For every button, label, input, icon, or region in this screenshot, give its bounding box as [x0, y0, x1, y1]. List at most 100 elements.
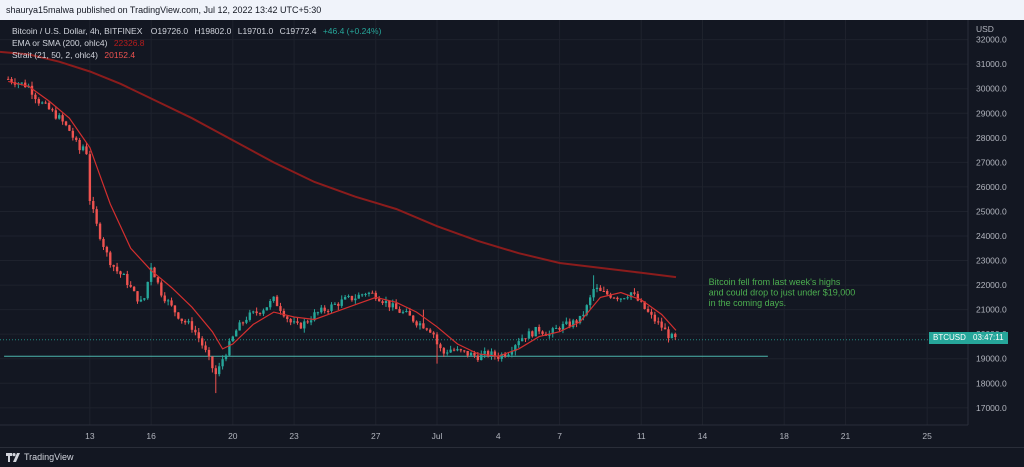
- candle-body: [146, 281, 149, 299]
- annotation-text-line: in the coming days.: [709, 298, 787, 308]
- candle-body: [571, 320, 575, 327]
- candle-body: [554, 327, 558, 329]
- candle-body: [37, 99, 40, 104]
- candle-body: [129, 285, 132, 287]
- y-tick-label: 17000.0: [976, 403, 1007, 413]
- y-tick-label: 26000.0: [976, 182, 1007, 192]
- candle-body: [439, 344, 442, 349]
- candle-body: [575, 320, 578, 324]
- candle-body: [337, 303, 340, 306]
- candle-body: [292, 321, 296, 323]
- candle-body: [255, 311, 258, 314]
- candle-body: [653, 314, 657, 322]
- candle-body: [486, 350, 490, 356]
- candle-body: [132, 286, 136, 292]
- y-tick-label: 25000.0: [976, 206, 1007, 216]
- legend-strait-row[interactable]: Strait (21, 50, 2, ohlc4) 20152.4: [12, 50, 135, 60]
- y-tick-label: 31000.0: [976, 59, 1007, 69]
- candle-body: [173, 305, 177, 313]
- candle-body: [541, 331, 544, 334]
- candle-body: [238, 322, 241, 331]
- candle-body: [183, 320, 187, 323]
- candle-body: [258, 313, 262, 315]
- y-tick-label: 19000.0: [976, 354, 1007, 364]
- price-chart[interactable]: 17000.018000.019000.020000.021000.022000…: [0, 20, 1024, 447]
- candle-body: [626, 297, 629, 299]
- candle-body: [78, 139, 81, 151]
- candle-body: [469, 352, 473, 356]
- candle-body: [449, 349, 452, 353]
- candle-body: [343, 296, 347, 300]
- candle-body: [510, 351, 514, 355]
- candle-body: [224, 355, 228, 360]
- candle-body: [674, 333, 677, 338]
- candle-body: [275, 296, 279, 307]
- candle-body: [200, 338, 204, 346]
- candle-body: [531, 331, 534, 337]
- candle-body: [391, 303, 394, 308]
- candle-body: [211, 356, 214, 369]
- candle-body: [88, 154, 92, 201]
- legend-close: C19772.4: [279, 26, 317, 36]
- legend-low: L19701.0: [237, 26, 274, 36]
- candle-body: [156, 277, 160, 283]
- candle-body: [221, 359, 224, 367]
- candle-body: [139, 299, 143, 302]
- candle-body: [303, 321, 306, 329]
- candle-body: [650, 311, 653, 315]
- candle-body: [265, 307, 269, 311]
- candle-body: [282, 310, 286, 317]
- candle-body: [194, 329, 197, 333]
- candle-body: [136, 291, 139, 302]
- candle-body: [34, 94, 37, 100]
- chart-area[interactable]: 17000.018000.019000.020000.021000.022000…: [0, 20, 1024, 447]
- x-tick-label: Jul: [432, 431, 443, 441]
- candle-body: [252, 311, 255, 313]
- strait-line: [8, 80, 677, 357]
- candle-body: [207, 349, 211, 357]
- candle-body: [452, 349, 456, 351]
- candle-body: [517, 341, 520, 346]
- candle-body: [646, 308, 650, 312]
- candle-body: [197, 332, 200, 339]
- candle-body: [459, 349, 463, 351]
- candle-body: [289, 319, 292, 323]
- candle-body: [330, 304, 333, 311]
- candle-body: [58, 115, 61, 119]
- legend-ema-value: 22326.8: [113, 38, 145, 48]
- tradingview-logo-icon: [6, 453, 20, 462]
- candle-body: [374, 292, 377, 299]
- candle-body: [388, 300, 391, 308]
- candle-body: [71, 130, 75, 138]
- candle-body: [262, 310, 265, 314]
- candle-body: [286, 316, 289, 320]
- candle-body: [347, 295, 350, 297]
- candle-body: [10, 78, 13, 83]
- candle-body: [398, 309, 401, 313]
- candle-body: [47, 102, 51, 110]
- candle-body: [432, 332, 435, 335]
- x-tick-label: 23: [289, 431, 299, 441]
- candle-body: [476, 355, 480, 361]
- candle-body: [316, 312, 320, 314]
- legend-ema-row[interactable]: EMA or SMA (200, ohlc4) 22326.8: [12, 38, 145, 48]
- candle-body: [592, 288, 595, 298]
- published-text: shaurya15malwa published on TradingView.…: [6, 5, 322, 15]
- legend-symbol-row: Bitcoin / U.S. Dollar, 4h, BITFINEX O197…: [12, 26, 381, 36]
- candle-body: [364, 293, 367, 295]
- price-countdown-badge: 03:47:11: [969, 332, 1008, 344]
- candle-body: [537, 326, 541, 332]
- candle-body: [279, 306, 282, 311]
- badge-symbol: BTCUSD: [933, 333, 966, 342]
- candle-body: [20, 82, 23, 84]
- y-tick-label: 32000.0: [976, 35, 1007, 45]
- candle-body: [500, 353, 503, 359]
- x-tick-label: 20: [228, 431, 238, 441]
- candle-body: [463, 350, 466, 352]
- candle-body: [660, 321, 663, 328]
- candle-body: [163, 295, 166, 302]
- candle-body: [143, 298, 146, 300]
- candle-body: [602, 290, 605, 292]
- legend-strait-label: Strait (21, 50, 2, ohlc4): [12, 50, 98, 60]
- candle-body: [245, 319, 248, 323]
